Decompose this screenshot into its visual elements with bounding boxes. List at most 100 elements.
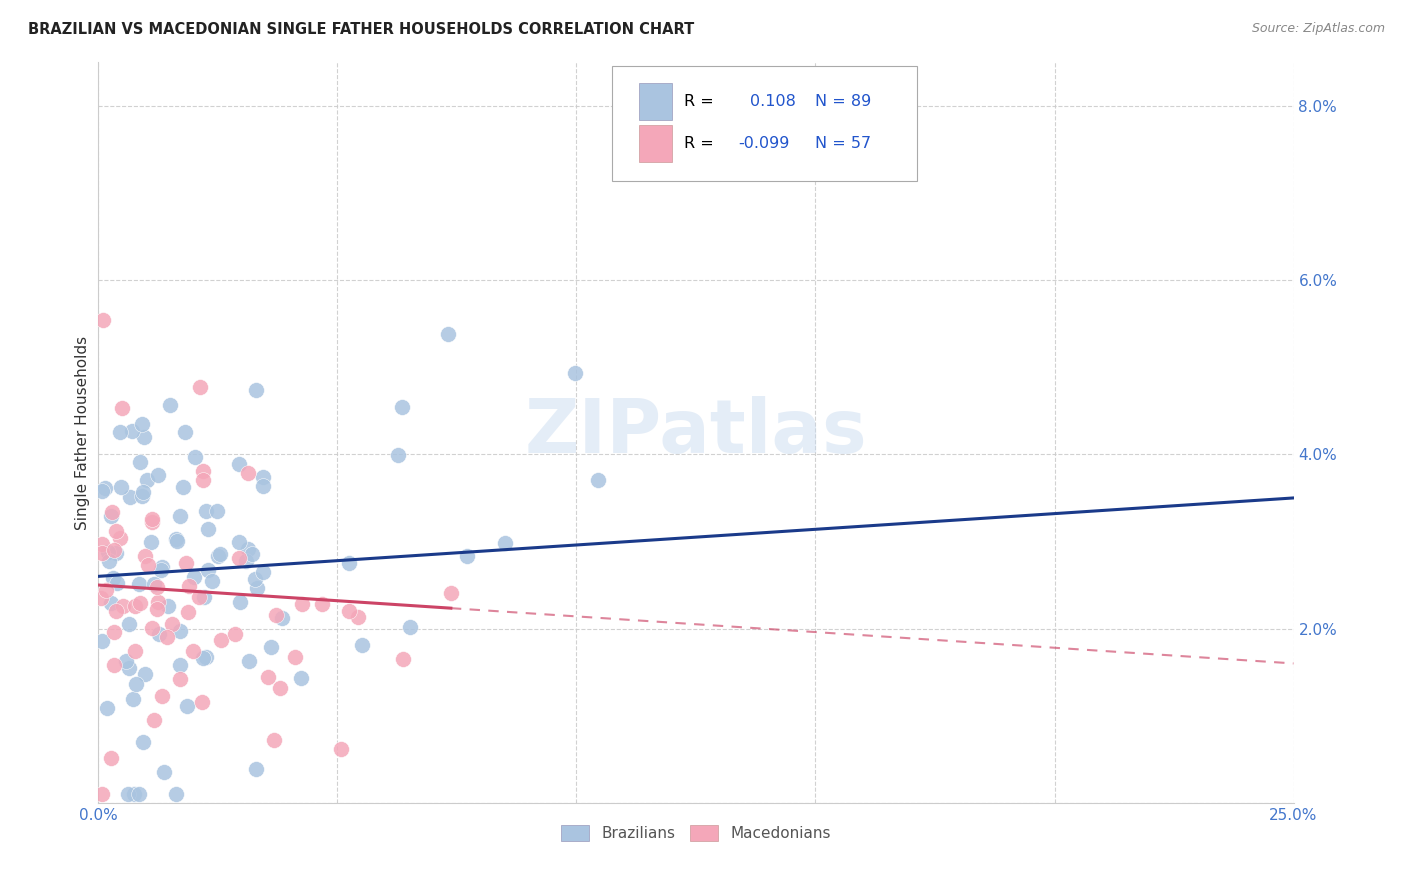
Point [148,627,170,641]
Point [173,425,195,439]
Point [159,398,181,412]
Point [150,690,173,704]
Point [100,508,122,523]
Point [194,504,217,518]
Point [177,606,200,620]
Point [209,633,232,648]
Point [236,541,259,556]
Point [105,524,128,538]
Point [252,479,274,493]
Point [440,586,463,600]
Point [100,505,122,519]
Point [269,681,291,696]
Point [228,535,250,549]
Point [238,466,260,480]
Point [183,570,205,584]
Point [110,480,132,494]
Point [90,484,112,499]
Point [494,536,516,550]
Point [330,742,353,756]
Point [141,512,163,526]
Point [169,624,191,639]
Point [141,535,163,549]
Point [245,384,267,398]
Point [146,580,169,594]
Point [128,787,150,801]
Point [132,735,155,749]
Point [110,425,132,440]
Point [245,762,267,776]
Point [456,549,478,563]
Point [187,591,209,605]
Point [117,661,139,675]
Point [124,644,146,658]
Point [165,532,187,546]
Point [243,572,266,586]
Point [190,380,212,394]
Point [235,554,257,568]
Point [252,566,274,580]
Point [105,546,128,560]
FancyBboxPatch shape [638,126,672,162]
Point [105,575,128,590]
Text: 0.108: 0.108 [749,95,796,109]
Point [132,484,155,499]
Point [564,366,586,380]
Point [271,611,294,625]
Point [91,312,114,326]
Point [103,657,125,672]
Point [121,692,143,706]
Point [156,630,179,644]
Point [284,650,307,665]
Point [143,577,166,591]
Point [148,595,170,609]
Point [128,577,150,591]
Point [124,599,146,614]
Point [118,490,141,504]
Point [97,554,120,568]
Point [586,473,609,487]
Text: Source: ZipAtlas.com: Source: ZipAtlas.com [1251,22,1385,36]
Point [129,596,152,610]
Y-axis label: Single Father Households: Single Father Households [75,335,90,530]
Point [96,700,118,714]
Point [90,591,112,605]
Point [160,617,183,632]
Point [387,448,409,462]
Point [174,556,197,570]
Point [108,531,131,545]
Point [177,579,200,593]
Point [146,601,169,615]
Point [169,509,191,524]
Point [131,490,153,504]
Point [141,621,163,635]
Point [195,650,218,665]
Point [91,634,114,648]
Point [148,468,170,483]
Point [100,596,122,610]
Point [291,597,314,611]
Point [337,557,360,571]
Point [347,610,370,624]
Point [172,480,194,494]
Point [124,676,146,690]
Legend: Brazilians, Macedonians: Brazilians, Macedonians [555,819,837,847]
Point [122,787,145,801]
Point [208,547,231,561]
Point [201,574,224,589]
Point [399,620,422,634]
Point [229,594,252,608]
Text: R =: R = [685,95,718,109]
Text: ZIPatlas: ZIPatlas [524,396,868,469]
Point [166,533,188,548]
Point [205,504,228,518]
Point [141,515,163,529]
Point [238,654,260,668]
Point [90,537,112,551]
Point [101,571,124,585]
Point [224,627,246,641]
Point [111,401,134,415]
Point [263,732,285,747]
Text: N = 57: N = 57 [815,136,872,152]
Point [111,599,134,614]
